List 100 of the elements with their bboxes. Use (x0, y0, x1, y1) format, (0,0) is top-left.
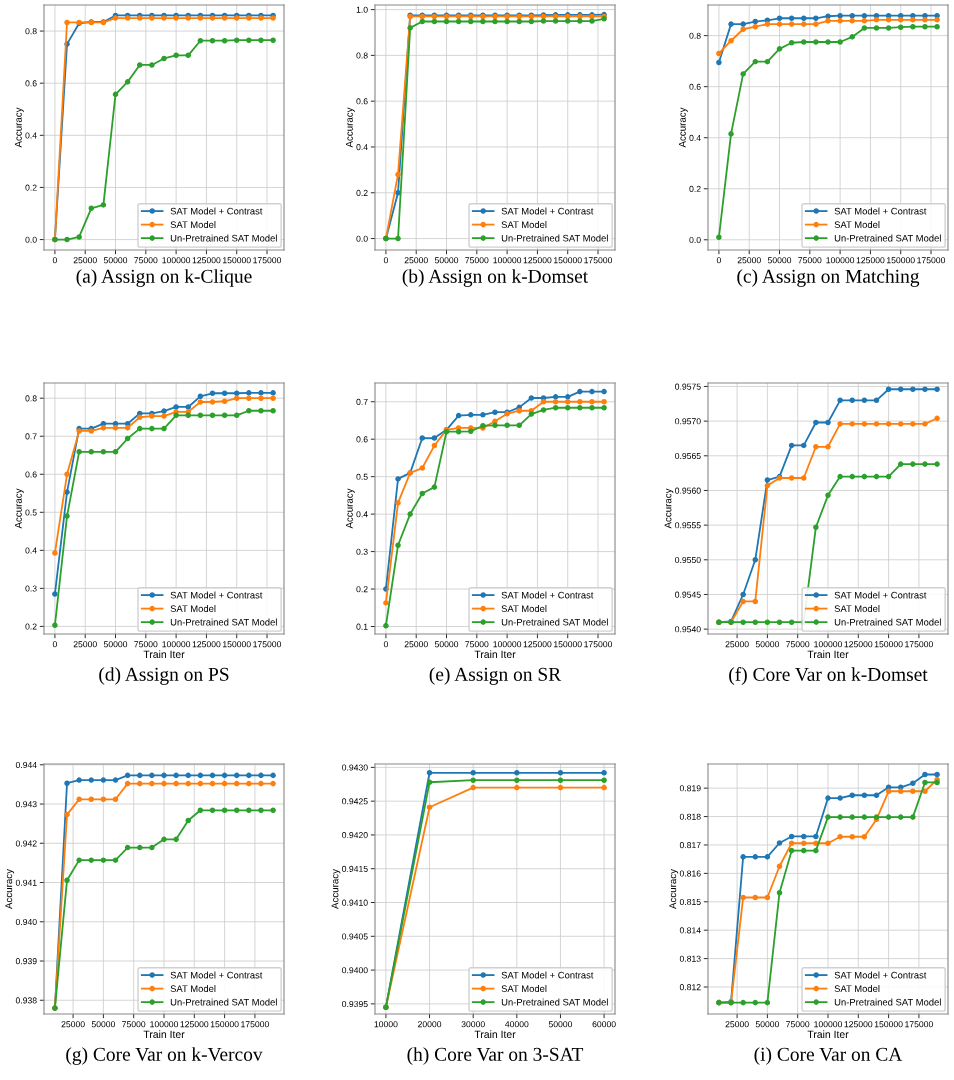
x-tick-label: 125000 (844, 1021, 873, 1028)
text: (c) Assign on Matching (737, 269, 920, 287)
text: (d) Assign on PS (99, 667, 229, 685)
x-tick-label: 150000 (874, 1021, 903, 1028)
y-tick-label: 0.3 (356, 548, 368, 555)
y-axis-title: Accuracy (669, 869, 679, 909)
x-tick-label: 50000 (434, 257, 459, 264)
x-tick-label: 150000 (210, 1021, 239, 1028)
y-axis-title: Accuracy (14, 107, 24, 148)
x-tick-label: 75000 (134, 257, 158, 264)
x-tick-label: 125000 (844, 641, 873, 648)
x-tick-label: 150000 (874, 641, 903, 648)
x-tick-label: 100000 (150, 1021, 179, 1028)
x-tick-label: 125000 (192, 257, 221, 264)
legend-label: SAT Model (501, 221, 547, 228)
y-tick-label: 0.8 (689, 32, 701, 39)
legend-label: Un-Pretrained SAT Model (501, 998, 608, 1006)
legend-label: SAT Model (834, 221, 880, 228)
y-tick-label: 0.9570 (675, 418, 701, 425)
legend-label: SAT Model + Contrast (501, 971, 594, 979)
legend-label: SAT Model + Contrast (834, 591, 927, 599)
y-tick-label: 0.9560 (675, 487, 701, 494)
x-tick-label: 175000 (584, 641, 613, 648)
x-tick-label: 150000 (554, 641, 582, 648)
x-tick-label: 75000 (465, 257, 489, 264)
legend-label: SAT Model + Contrast (501, 207, 594, 215)
x-tick-label: 0 (716, 257, 721, 264)
text: (f) Core Var on k-Domset (729, 667, 928, 685)
x-tick-label: 25000 (725, 1021, 749, 1028)
y-tick-label: 0.9555 (675, 522, 701, 529)
x-tick-label: 25000 (73, 641, 97, 648)
x-tick-label: 175000 (253, 641, 282, 648)
x-tick-label: 25000 (404, 257, 428, 264)
x-tick-label: 125000 (523, 641, 552, 648)
y-tick-label: 0.813 (679, 955, 701, 962)
y-tick-label: 0.2 (689, 185, 701, 192)
legend-label: Un-Pretrained SAT Model (501, 618, 608, 626)
x-tick-label: 100000 (826, 257, 855, 264)
x-tick-label: 60000 (592, 1021, 616, 1028)
y-tick-label: 0.6 (25, 80, 37, 87)
y-tick-label: 0.940 (15, 918, 37, 925)
y-tick-label: 0.8 (25, 28, 37, 35)
x-tick-label: 40000 (505, 1021, 529, 1028)
y-tick-label: 0.2 (356, 586, 368, 593)
y-tick-label: 0.4 (356, 511, 368, 518)
y-tick-label: 0.9550 (675, 556, 701, 564)
y-tick-label: 0.4 (25, 132, 37, 139)
x-tick-label: 50000 (767, 257, 792, 264)
x-tick-label: 50000 (755, 1021, 780, 1028)
y-tick-label: 0.815 (679, 898, 701, 905)
x-tick-label: 75000 (134, 641, 158, 648)
y-tick-label: 0.817 (679, 842, 701, 849)
x-tick-label: 175000 (917, 257, 946, 264)
y-tick-label: 0.5 (356, 473, 368, 480)
x-tick-label: 50000 (434, 641, 459, 648)
x-tick-label: 175000 (905, 1021, 933, 1028)
legend-label: SAT Model (501, 605, 547, 612)
y-tick-label: 0.8 (356, 52, 368, 59)
x-axis-title: Train Iter (474, 650, 516, 659)
y-tick-label: 0.1 (356, 623, 368, 630)
y-tick-label: 0.6 (689, 83, 701, 90)
y-axis-title: Accuracy (14, 488, 24, 529)
y-tick-label: 0.9420 (342, 832, 368, 839)
y-tick-label: 1.0 (356, 6, 368, 13)
y-tick-label: 0.944 (15, 761, 37, 768)
x-tick-label: 175000 (241, 1021, 269, 1028)
y-tick-label: 0.816 (679, 870, 701, 877)
x-tick-label: 150000 (223, 641, 251, 648)
x-tick-label: 175000 (905, 641, 933, 648)
x-tick-label: 50000 (91, 1021, 116, 1028)
legend-label: SAT Model (834, 605, 880, 612)
x-tick-label: 150000 (554, 257, 582, 264)
legend-label: SAT Model (501, 985, 547, 992)
x-tick-label: 125000 (192, 641, 221, 648)
y-tick-label: 0.4 (689, 134, 701, 141)
x-tick-label: 125000 (523, 257, 552, 264)
x-tick-label: 75000 (786, 1021, 810, 1028)
y-tick-label: 0.9415 (342, 865, 368, 872)
y-axis-title: Accuracy (5, 869, 15, 909)
x-tick-label: 25000 (737, 257, 761, 264)
x-tick-label: 0 (383, 641, 388, 648)
x-tick-label: 150000 (887, 257, 915, 264)
x-tick-label: 100000 (814, 1021, 843, 1028)
y-tick-label: 0.2 (25, 184, 37, 191)
x-tick-label: 100000 (162, 641, 191, 648)
y-tick-label: 0.2 (25, 623, 37, 630)
text: (b) Assign on k-Domset (402, 269, 589, 287)
legend-label: SAT Model + Contrast (834, 207, 927, 215)
y-tick-label: 0.9425 (342, 798, 368, 805)
y-tick-label: 0.941 (15, 879, 37, 886)
x-tick-label: 0 (52, 257, 57, 264)
y-tick-label: 0.4 (356, 144, 368, 151)
y-axis-title: Accuracy (345, 107, 355, 148)
y-tick-label: 0.8 (25, 395, 37, 402)
y-tick-label: 0.0 (356, 235, 368, 242)
y-axis-title: Accuracy (331, 869, 341, 909)
y-axis-title: Accuracy (664, 488, 674, 529)
legend-label: SAT Model (170, 985, 216, 992)
x-tick-label: 75000 (465, 641, 489, 648)
x-tick-label: 20000 (418, 1021, 442, 1028)
